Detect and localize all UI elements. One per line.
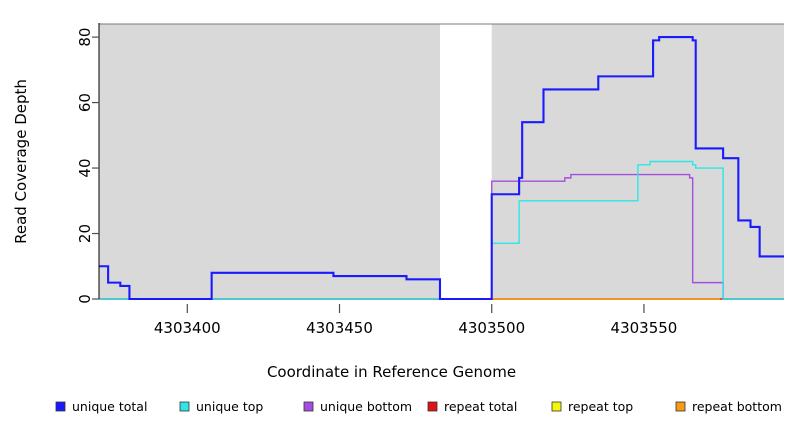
series-unique-top <box>99 160 784 300</box>
legend-label-unique-top: unique top <box>196 399 263 414</box>
legend-swatch-unique-total <box>55 401 66 412</box>
x-axis-title: Coordinate in Reference Genome <box>267 363 516 381</box>
legend-item-repeat-total[interactable]: repeat total <box>427 399 517 414</box>
legend-label-repeat-top: repeat top <box>568 399 633 414</box>
series-unique-total <box>99 36 784 301</box>
legend-swatch-unique-bottom <box>303 401 314 412</box>
y-tick-label-20: 20 <box>76 224 94 243</box>
legend-swatch-unique-top <box>179 401 190 412</box>
y-tick-label-80: 80 <box>76 28 94 47</box>
legend-label-unique-total: unique total <box>72 399 147 414</box>
x-tick-label-4303500: 4303500 <box>458 319 525 337</box>
x-tick-label-4303550: 4303550 <box>611 319 678 337</box>
x-tick-label-4303450: 4303450 <box>306 319 373 337</box>
legend-item-unique-bottom[interactable]: unique bottom <box>303 399 412 414</box>
legend-item-repeat-top[interactable]: repeat top <box>551 399 633 414</box>
data-gap-region <box>439 24 492 299</box>
legend-swatch-repeat-top <box>551 401 562 412</box>
legend-label-unique-bottom: unique bottom <box>320 399 412 414</box>
y-axis-title: Read Coverage Depth <box>12 79 30 244</box>
y-tick-label-60: 60 <box>76 93 94 112</box>
legend-label-repeat-total: repeat total <box>444 399 517 414</box>
legend-swatch-repeat-total <box>427 401 438 412</box>
legend-item-repeat-bottom[interactable]: repeat bottom <box>675 399 782 414</box>
legend-swatch-repeat-bottom <box>675 401 686 412</box>
legend-label-repeat-bottom: repeat bottom <box>692 399 782 414</box>
y-tick-label-40: 40 <box>76 159 94 178</box>
legend-item-unique-total[interactable]: unique total <box>55 399 147 414</box>
y-tick-label-0: 0 <box>76 294 94 304</box>
legend-item-unique-top[interactable]: unique top <box>179 399 263 414</box>
x-tick-label-4303400: 4303400 <box>154 319 221 337</box>
